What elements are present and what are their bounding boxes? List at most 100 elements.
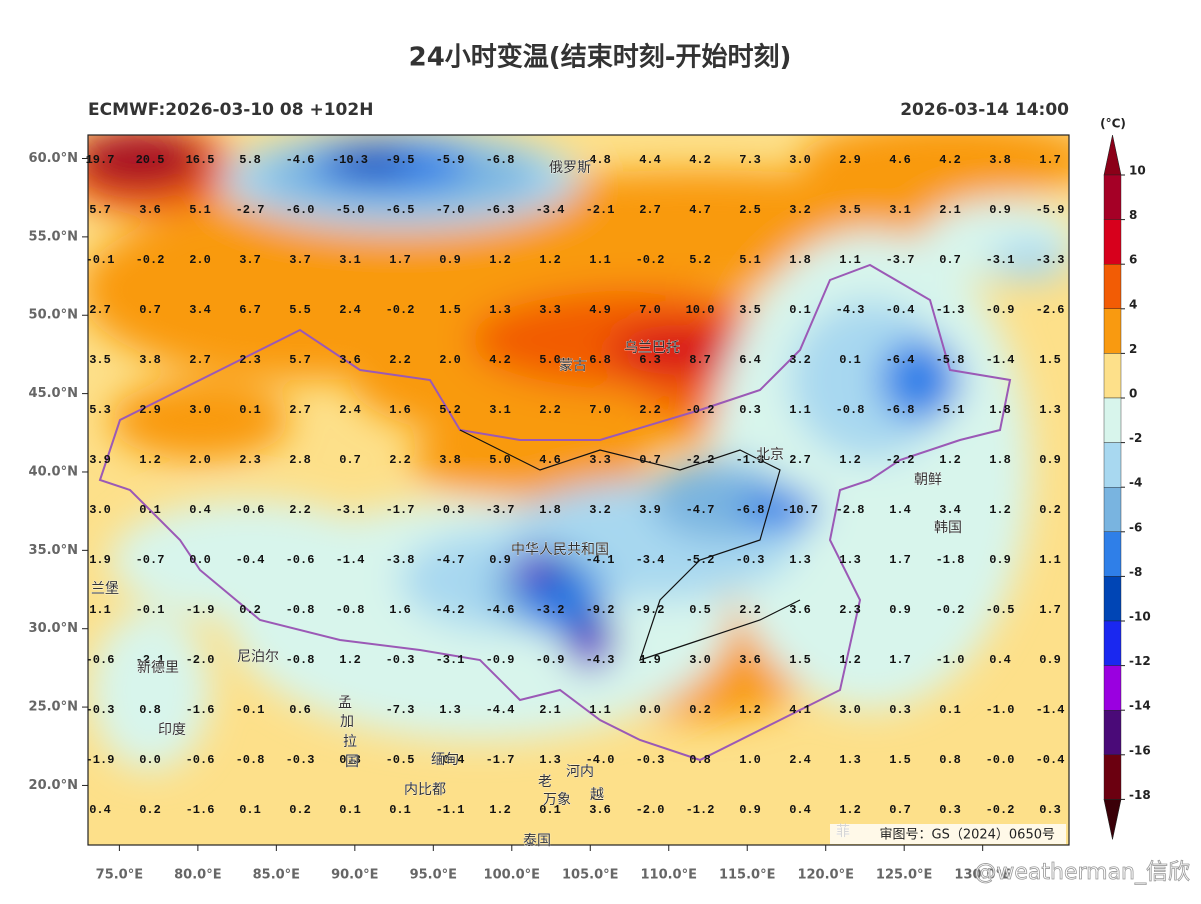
field-patch [330, 145, 410, 175]
grid-value: -0.2 [636, 253, 665, 267]
grid-value: 3.1 [339, 253, 361, 267]
grid-value: 2.9 [139, 403, 161, 417]
place-name: 加 [340, 714, 354, 730]
grid-value: 0.2 [689, 703, 711, 717]
colorbar-under [1103, 799, 1122, 840]
colorbar-swatch [1103, 487, 1122, 533]
grid-value: -0.6 [186, 753, 215, 767]
grid-value: 0.7 [339, 453, 361, 467]
grid-value: -6.3 [486, 203, 515, 217]
grid-value: -3.3 [1036, 253, 1065, 267]
lon-label: 120.0°E [797, 868, 854, 883]
grid-value: 1.2 [139, 453, 161, 467]
grid-value: -1.6 [186, 803, 215, 817]
grid-value: 0.7 [889, 803, 911, 817]
grid-value: -0.3 [386, 653, 415, 667]
grid-value: -0.9 [986, 303, 1015, 317]
grid-value: -0.2 [936, 603, 965, 617]
place-name: 韩国 [934, 520, 962, 536]
lat-label: 25.0°N [29, 700, 78, 715]
grid-value: 1.2 [539, 253, 561, 267]
lat-label: 35.0°N [29, 543, 78, 558]
grid-value: 0.2 [289, 803, 311, 817]
grid-value: 1.7 [1039, 153, 1061, 167]
grid-value: 0.3 [339, 753, 361, 767]
grid-value: 0.3 [1039, 803, 1061, 817]
colorbar-label: -18 [1129, 788, 1151, 802]
colorbar-swatch [1103, 264, 1122, 310]
grid-value: 1.3 [1039, 403, 1061, 417]
grid-value: 0.1 [839, 353, 861, 367]
grid-value: 2.2 [739, 603, 761, 617]
place-name: 乌兰巴托 [624, 340, 680, 356]
grid-value: 0.7 [139, 303, 161, 317]
grid-value: 6.7 [239, 303, 261, 317]
grid-value: 0.2 [139, 803, 161, 817]
grid-value: 0.7 [639, 453, 661, 467]
grid-value: -5.8 [936, 353, 965, 367]
grid-value: -0.3 [86, 703, 115, 717]
grid-value: -3.7 [486, 503, 515, 517]
grid-value: -6.4 [886, 353, 915, 367]
colorbar-label: 6 [1129, 253, 1137, 267]
grid-value: 2.7 [289, 403, 311, 417]
colorbar-label: -16 [1129, 743, 1151, 757]
colorbar-swatch [1103, 754, 1122, 800]
grid-value: 0.1 [239, 403, 261, 417]
grid-value: 4.2 [489, 353, 511, 367]
grid-value: 0.9 [989, 553, 1011, 567]
grid-value: 20.5 [136, 153, 165, 167]
grid-value: -1.3 [936, 303, 965, 317]
place-name: 越 [590, 787, 604, 803]
country-border [98, 263, 1012, 762]
place-name: 万象 [543, 792, 571, 808]
grid-value: -3.1 [336, 503, 365, 517]
grid-value: 3.6 [139, 203, 161, 217]
colorbar-label: 0 [1129, 387, 1137, 401]
grid-value: 2.8 [289, 453, 311, 467]
grid-value: 0.4 [989, 653, 1011, 667]
lat-label: 30.0°N [29, 621, 78, 636]
colorbar-swatch [1103, 710, 1122, 756]
grid-value: -0.3 [286, 753, 315, 767]
lon-label: 85.0°E [253, 868, 300, 883]
place-name: 兰堡 [91, 581, 119, 597]
grid-value: 5.3 [89, 403, 111, 417]
grid-value: 0.5 [689, 603, 711, 617]
place-name: 孟 [338, 695, 352, 711]
place-name: 内比都 [404, 782, 446, 798]
colorbar-swatch [1103, 442, 1122, 488]
grid-value: -0.9 [486, 653, 515, 667]
grid-value: 1.7 [1039, 603, 1061, 617]
grid-value: -10.7 [782, 503, 818, 517]
grid-value: 0.9 [889, 603, 911, 617]
grid-value: -4.7 [686, 503, 715, 517]
grid-value: 2.0 [189, 253, 211, 267]
field-patch [610, 325, 750, 375]
grid-value: 0.3 [889, 703, 911, 717]
grid-value: 1.6 [389, 403, 411, 417]
field-patch [110, 380, 290, 460]
field-patch [740, 490, 820, 530]
grid-value: 2.0 [189, 453, 211, 467]
grid-value: 7.0 [589, 403, 611, 417]
grid-value: 2.4 [339, 303, 361, 317]
grid-value: 4.1 [789, 703, 811, 717]
grid-value: 0.9 [739, 803, 761, 817]
grid-value: -0.8 [836, 403, 865, 417]
grid-value: 3.6 [789, 603, 811, 617]
colorbar-swatch [1103, 531, 1122, 577]
grid-value: 4.7 [689, 203, 711, 217]
grid-value: 3.0 [839, 703, 861, 717]
grid-value: 0.4 [89, 803, 111, 817]
grid-value: 1.2 [939, 453, 961, 467]
grid-value: 3.5 [89, 353, 111, 367]
grid-value: 0.2 [239, 603, 261, 617]
grid-value: 0.4 [189, 503, 211, 517]
grid-value: -5.9 [436, 153, 465, 167]
grid-value: 1.7 [889, 553, 911, 567]
grid-value: 2.3 [839, 603, 861, 617]
field-patch [90, 610, 210, 770]
grid-value: 1.3 [839, 753, 861, 767]
grid-value: 5.1 [739, 253, 761, 267]
